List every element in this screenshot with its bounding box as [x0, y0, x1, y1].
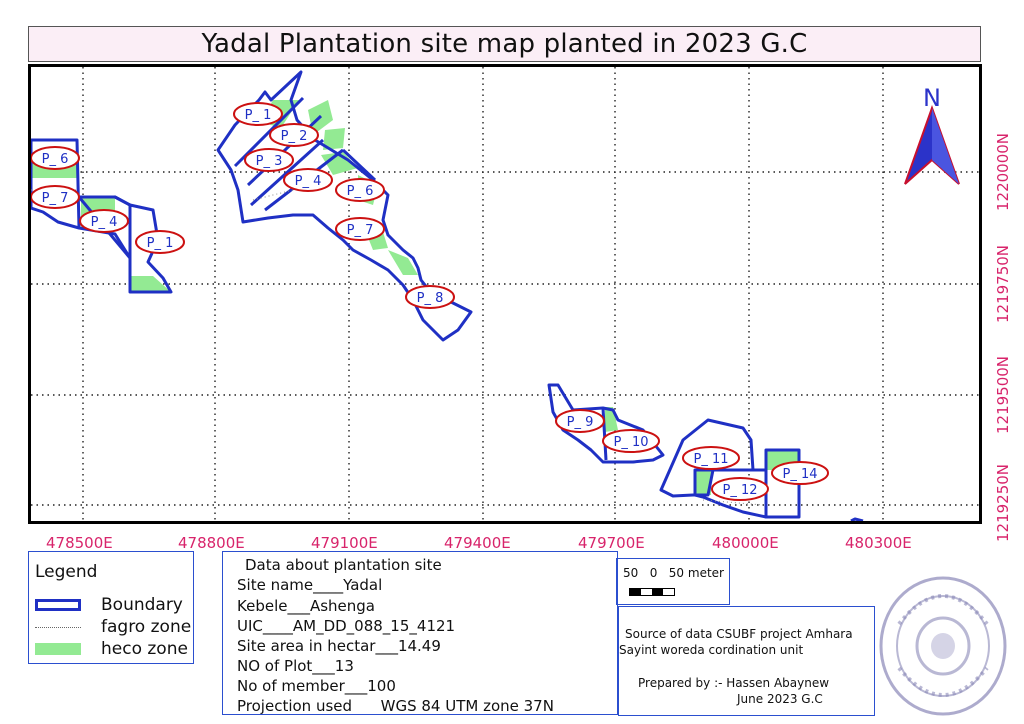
legend-label: Boundary: [101, 595, 183, 615]
plot-label: P_ 7: [31, 185, 80, 209]
official-seal-icon: [879, 576, 1007, 716]
info-heading: Data about plantation site: [245, 556, 442, 574]
x-coord-label: 478800E: [178, 534, 245, 552]
plot-label: P_ 1: [233, 102, 283, 126]
svg-text:P_ 10: P_ 10: [613, 435, 648, 450]
x-coord-label: 478500E: [46, 534, 113, 552]
legend-label: fagro zone: [101, 617, 192, 637]
scale-bar: [629, 588, 675, 596]
scale-bar-box: 50 0 50 meter: [616, 558, 730, 605]
legend-row-fagro: fagro zone: [35, 617, 191, 637]
plot-label: P_ 4: [79, 209, 129, 233]
svg-text:P_ 14: P_ 14: [782, 467, 817, 482]
plot-label: P_ 14: [771, 461, 829, 485]
source-box: Source of data CSUBF project Amhara Sayi…: [618, 606, 875, 716]
svg-text:P_ 6: P_ 6: [347, 184, 374, 199]
prepared-by: Prepared by :- Hassen Abaynew: [638, 676, 830, 690]
svg-text:P_ 4: P_ 4: [91, 215, 118, 230]
x-coord-label: 479700E: [578, 534, 645, 552]
map-title: Yadal Plantation site map planted in 202…: [201, 29, 808, 59]
plot-label: P_ 4: [283, 168, 333, 192]
map-canvas: P_ 6 P_ 7 P_ 4 P_ 1 P_ 1 P_ 2 P_ 3 P_ 4 …: [31, 67, 979, 521]
plot-label: P_ 12: [711, 477, 769, 501]
svg-text:P_ 8: P_ 8: [417, 291, 444, 306]
info-line: Site area in hectar___14.49: [237, 637, 441, 655]
boundary-symbol: [35, 599, 81, 611]
svg-text:N: N: [923, 84, 941, 112]
svg-text:P_ 11: P_ 11: [693, 452, 728, 467]
plot-label: P_ 8: [405, 285, 455, 309]
legend: Legend Boundary fagro zone heco zone: [28, 551, 194, 664]
fagro-symbol: [35, 626, 81, 628]
plot-label: P_ 3: [244, 148, 294, 172]
plot-label: P_ 6: [31, 146, 80, 170]
plot-label: P_ 10: [602, 429, 660, 453]
north-arrow-icon: N: [904, 84, 960, 185]
svg-text:P_ 9: P_ 9: [567, 415, 594, 430]
svg-text:P_ 1: P_ 1: [147, 236, 174, 251]
info-line: Kebele___Ashenga: [237, 597, 375, 615]
info-line: Projection used WGS 84 UTM zone 37N: [237, 697, 554, 715]
legend-row-boundary: Boundary: [35, 595, 183, 615]
plantation-info-box: Data about plantation site Site name____…: [222, 551, 618, 715]
svg-text:P_ 12: P_ 12: [722, 483, 757, 498]
info-line: No of member___100: [237, 677, 396, 695]
legend-row-heco: heco zone: [35, 639, 188, 659]
scale-label: 50 0 50 meter: [623, 566, 724, 580]
y-coord-label: 1220000N: [994, 132, 1012, 212]
plot-label: P_ 6: [335, 178, 385, 202]
plot-label: P_ 1: [135, 230, 185, 254]
legend-title: Legend: [35, 562, 98, 582]
map-frame: P_ 6 P_ 7 P_ 4 P_ 1 P_ 1 P_ 2 P_ 3 P_ 4 …: [28, 64, 982, 524]
info-line: NO of Plot___13: [237, 657, 354, 675]
x-coord-label: 479400E: [444, 534, 511, 552]
plot-label: P_ 7: [335, 217, 385, 241]
plot-labels: P_ 6 P_ 7 P_ 4 P_ 1 P_ 1 P_ 2 P_ 3 P_ 4 …: [31, 102, 829, 501]
y-coord-label: 1219250N: [994, 463, 1012, 543]
y-coord-label: 1219750N: [994, 244, 1012, 324]
x-coord-label: 480300E: [845, 534, 912, 552]
prepared-date: June 2023 G.C: [737, 692, 823, 706]
heco-symbol: [35, 643, 81, 655]
info-line: Site name____Yadal: [237, 576, 383, 594]
map-grid: [31, 67, 979, 521]
x-coord-label: 479100E: [311, 534, 378, 552]
info-line: UIC____AM_DD_088_15_4121: [237, 617, 456, 635]
svg-text:P_ 3: P_ 3: [256, 154, 283, 169]
x-coord-label: 480000E: [712, 534, 779, 552]
legend-label: heco zone: [101, 639, 188, 659]
map-title-box: Yadal Plantation site map planted in 202…: [28, 26, 981, 62]
source-line: Source of data CSUBF project Amhara: [625, 627, 853, 641]
fagro-zones: [31, 179, 764, 506]
svg-text:P_ 6: P_ 6: [42, 152, 69, 167]
svg-text:P_ 7: P_ 7: [42, 191, 69, 206]
y-coord-label: 1219500N: [994, 355, 1012, 435]
source-line: Sayint woreda cordination unit: [619, 643, 804, 657]
plot-label: P_ 2: [269, 123, 319, 147]
plot-label: P_ 9: [555, 409, 605, 433]
svg-text:P_ 7: P_ 7: [347, 223, 374, 238]
svg-text:P_ 2: P_ 2: [281, 129, 308, 144]
plot-label: P_ 11: [682, 446, 740, 470]
svg-text:P_ 4: P_ 4: [295, 174, 322, 189]
svg-text:P_ 1: P_ 1: [245, 108, 272, 123]
